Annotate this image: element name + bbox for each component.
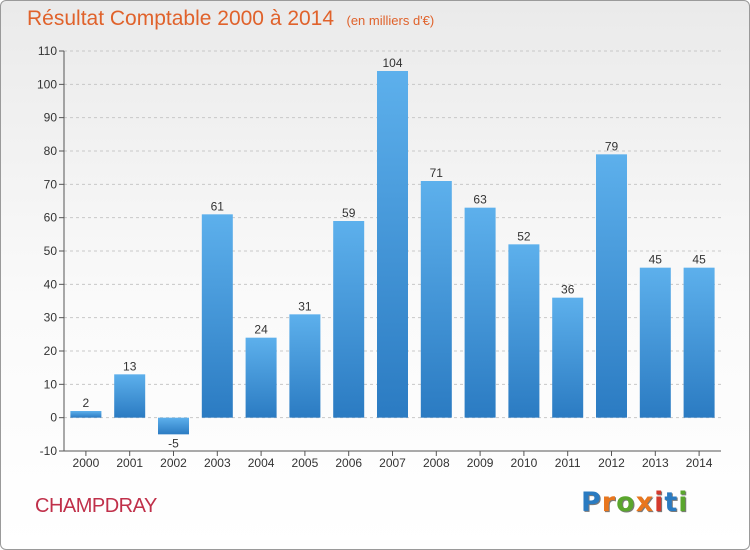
data-label-2009: 63 bbox=[473, 193, 487, 207]
data-label-2005: 31 bbox=[298, 299, 312, 313]
logo-letter: o bbox=[616, 487, 636, 518]
chart-title: Résultat Comptable 2000 à 2014 bbox=[27, 7, 335, 30]
x-tick-label: 2007 bbox=[379, 456, 406, 470]
bar-2011 bbox=[552, 297, 584, 418]
bar-2008 bbox=[420, 181, 452, 418]
bar-2012 bbox=[596, 154, 627, 418]
y-tick-label: 100 bbox=[37, 77, 57, 91]
x-tick-label: 2009 bbox=[467, 456, 494, 470]
x-tick-label: 2010 bbox=[511, 456, 538, 470]
x-tick-label: 2014 bbox=[686, 456, 713, 470]
bar-2009 bbox=[464, 207, 496, 418]
logo-letter: i bbox=[678, 487, 689, 518]
bar-2013 bbox=[639, 267, 671, 418]
x-tick-label: 2006 bbox=[335, 456, 362, 470]
bar-2005 bbox=[289, 314, 321, 418]
axes bbox=[59, 50, 721, 456]
logo-letter: P bbox=[581, 487, 602, 518]
y-tick-label: 20 bbox=[44, 344, 58, 358]
x-tick-label: 2012 bbox=[598, 456, 625, 470]
bar-2004 bbox=[245, 337, 277, 418]
bars bbox=[70, 71, 715, 435]
x-tick-label: 2005 bbox=[292, 456, 319, 470]
bar-2003 bbox=[201, 214, 233, 418]
bar-2007 bbox=[377, 71, 408, 418]
y-tick-label: 60 bbox=[44, 211, 58, 225]
bar-2002 bbox=[158, 417, 189, 435]
data-label-2014: 45 bbox=[692, 253, 706, 267]
data-label-2002: -5 bbox=[168, 436, 179, 450]
labels: -10 0 10 20 30 40 50 60 70 80 90 100 110 2000 2 2001 13 2… bbox=[37, 44, 713, 470]
x-tick-label: 2001 bbox=[116, 456, 143, 470]
logo-letter: r bbox=[601, 487, 617, 518]
x-tick-label: 2002 bbox=[160, 456, 187, 470]
bar-2010 bbox=[508, 244, 540, 418]
x-tick-label: 2008 bbox=[423, 456, 450, 470]
data-label-2001: 13 bbox=[123, 359, 137, 373]
y-tick-label: -10 bbox=[40, 444, 58, 458]
bar-2000 bbox=[70, 411, 102, 418]
data-label-2013: 45 bbox=[649, 253, 663, 267]
bar-2006 bbox=[333, 221, 365, 418]
x-tick-label: 2013 bbox=[642, 456, 669, 470]
data-label-2011: 36 bbox=[561, 283, 575, 297]
y-tick-label: 50 bbox=[44, 244, 58, 258]
y-tick-label: 90 bbox=[44, 111, 58, 125]
x-tick-label: 2000 bbox=[73, 456, 100, 470]
x-tick-label: 2011 bbox=[555, 456, 581, 470]
y-tick-label: 0 bbox=[50, 411, 57, 425]
y-tick-label: 40 bbox=[44, 277, 58, 291]
data-label-2000: 2 bbox=[83, 396, 90, 410]
data-label-2007: 104 bbox=[382, 56, 402, 70]
y-tick-label: 10 bbox=[44, 377, 58, 391]
y-tick-label: 80 bbox=[44, 144, 58, 158]
logo-letter: x bbox=[635, 487, 655, 518]
town-name: CHAMPDRAY bbox=[35, 495, 157, 517]
y-tick-label: 110 bbox=[38, 44, 57, 58]
bar-2001 bbox=[114, 374, 146, 418]
logo-letter: i bbox=[654, 487, 665, 518]
data-label-2010: 52 bbox=[517, 229, 531, 243]
data-label-2006: 59 bbox=[342, 206, 356, 220]
y-tick-label: 30 bbox=[44, 311, 58, 325]
logo-letter: t bbox=[664, 487, 679, 518]
data-label-2012: 79 bbox=[605, 139, 619, 153]
bar-2014 bbox=[683, 267, 715, 418]
y-tick-label: 70 bbox=[44, 177, 58, 191]
x-tick-label: 2004 bbox=[248, 456, 275, 470]
proxiti-logo: Proxiti bbox=[581, 487, 689, 518]
x-tick-label: 2003 bbox=[204, 456, 231, 470]
chart-unit: (en milliers d'€) bbox=[346, 13, 435, 28]
data-label-2003: 61 bbox=[211, 199, 225, 213]
chart-title-row: Résultat Comptable 2000 à 2014 (en milli… bbox=[27, 7, 434, 31]
data-label-2008: 71 bbox=[430, 166, 444, 180]
data-label-2004: 24 bbox=[254, 323, 268, 337]
